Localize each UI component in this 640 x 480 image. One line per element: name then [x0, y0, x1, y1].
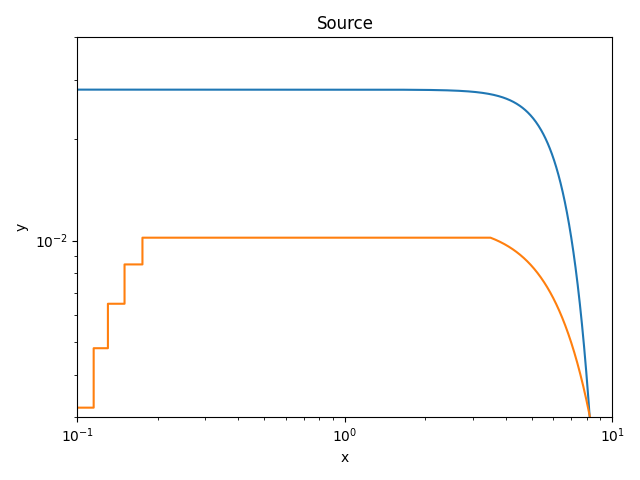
Y-axis label: y: y	[15, 223, 29, 231]
X-axis label: x: x	[341, 451, 349, 465]
Title: Source: Source	[316, 15, 374, 33]
